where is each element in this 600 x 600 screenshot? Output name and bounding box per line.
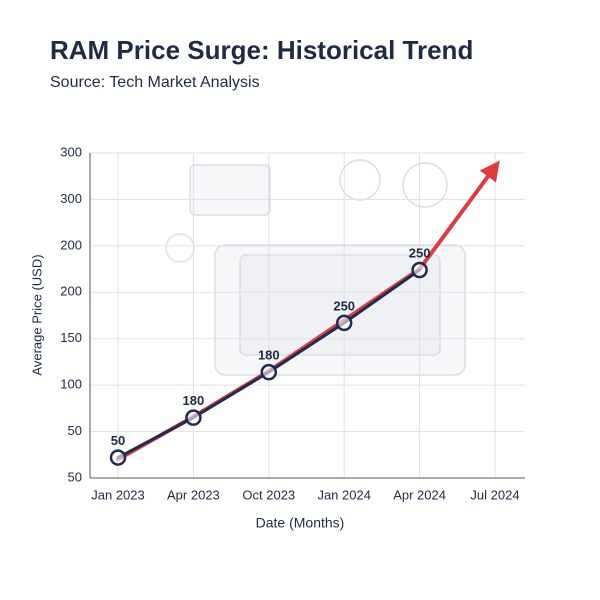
x-tick-label: Apr 2023 <box>167 487 220 502</box>
point-label: 180 <box>258 348 280 363</box>
x-axis-label: Date (Months) <box>256 515 345 531</box>
y-axis-label: Average Price (USD) <box>29 254 44 375</box>
y-tick-label: 50 <box>68 423 82 438</box>
data-point <box>109 449 127 466</box>
y-tick-label: 100 <box>60 377 82 392</box>
point-label: 250 <box>333 298 355 313</box>
y-tick-label: 200 <box>60 284 82 299</box>
data-point <box>411 261 428 279</box>
x-tick-label: Apr 2024 <box>393 487 446 502</box>
x-tick-label: Jan 2023 <box>91 487 145 502</box>
chart-subtitle: Source: Tech Market Analysis <box>50 74 260 91</box>
point-label: 180 <box>183 393 205 408</box>
data-point <box>335 314 353 332</box>
y-tick-label: 50 <box>68 469 82 484</box>
y-tick-label: 150 <box>60 330 82 345</box>
x-tick-label: Jan 2024 <box>317 487 371 502</box>
x-tick-label: Oct 2023 <box>242 487 295 502</box>
data-point <box>185 409 202 426</box>
x-tick-label: Jul 2024 <box>470 487 519 502</box>
point-label: 250 <box>409 245 431 260</box>
background-illustration <box>165 159 466 376</box>
data-point <box>260 363 278 381</box>
point-label: 50 <box>111 433 125 448</box>
y-tick-label: 200 <box>60 237 82 252</box>
y-tick-label: 300 <box>60 144 82 159</box>
y-tick-label: 300 <box>60 191 82 206</box>
chart-title: RAM Price Surge: Historical Trend <box>50 35 473 65</box>
